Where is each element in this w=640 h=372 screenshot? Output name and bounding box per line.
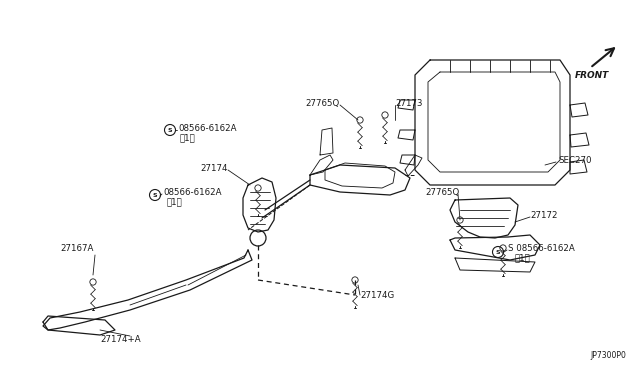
Text: S: S <box>168 128 172 132</box>
Text: （1）: （1） <box>167 198 183 206</box>
Polygon shape <box>570 133 589 147</box>
Polygon shape <box>43 316 115 335</box>
Polygon shape <box>398 100 415 110</box>
Text: （1）: （1） <box>180 134 196 142</box>
Text: FRONT: FRONT <box>575 71 609 80</box>
Text: S: S <box>153 192 157 198</box>
Text: 27174G: 27174G <box>360 292 394 301</box>
Polygon shape <box>310 165 410 195</box>
Text: 27167A: 27167A <box>60 244 93 253</box>
Text: SEC270: SEC270 <box>558 155 591 164</box>
Polygon shape <box>428 72 560 172</box>
Polygon shape <box>405 155 422 176</box>
Polygon shape <box>450 198 518 238</box>
Text: 08566-6162A: 08566-6162A <box>178 124 237 132</box>
Polygon shape <box>570 103 588 117</box>
Polygon shape <box>570 160 587 174</box>
Text: 27765Q: 27765Q <box>306 99 340 108</box>
Polygon shape <box>400 155 415 165</box>
Text: （1）: （1） <box>515 253 531 263</box>
Text: 27174: 27174 <box>200 164 228 173</box>
Polygon shape <box>43 250 252 330</box>
Text: S: S <box>496 250 500 254</box>
Polygon shape <box>310 155 333 175</box>
Polygon shape <box>398 130 415 140</box>
Polygon shape <box>325 163 395 188</box>
Polygon shape <box>455 258 535 272</box>
Polygon shape <box>243 178 276 232</box>
Text: JP7300P0: JP7300P0 <box>590 350 626 359</box>
Polygon shape <box>415 60 570 185</box>
Text: S 08566-6162A: S 08566-6162A <box>508 244 575 253</box>
Polygon shape <box>320 128 333 155</box>
Text: 27174+A: 27174+A <box>100 336 141 344</box>
Text: 27765Q: 27765Q <box>426 187 460 196</box>
Text: 27172: 27172 <box>530 211 557 219</box>
Text: 27173: 27173 <box>395 99 422 108</box>
Polygon shape <box>450 235 540 260</box>
Text: 08566-6162A: 08566-6162A <box>163 187 221 196</box>
